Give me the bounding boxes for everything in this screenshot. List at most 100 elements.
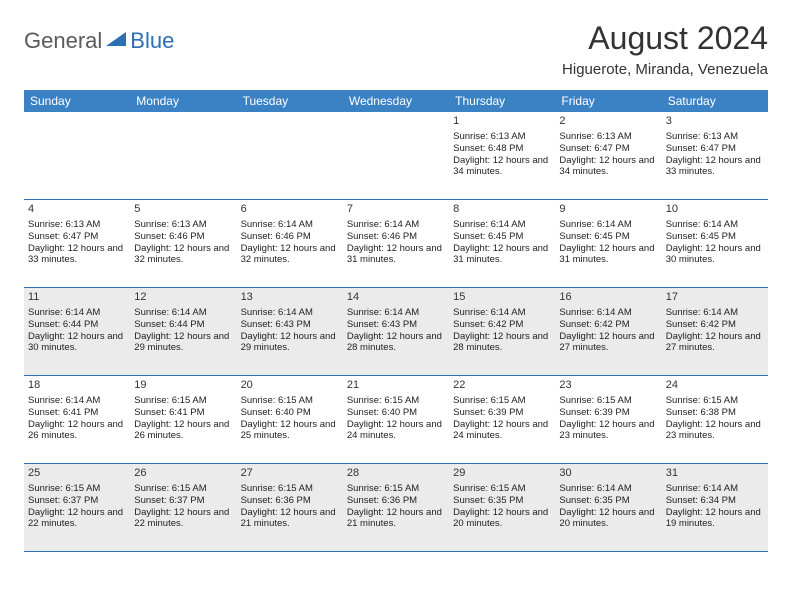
calendar-cell: 18 Sunrise: 6:14 AMSunset: 6:41 PMDayligh… [24,376,130,464]
day-number: 2 [559,115,657,129]
calendar-cell: 3 Sunrise: 6:13 AMSunset: 6:47 PMDaylight… [662,112,768,200]
calendar-cell: 1Sunrise: 6:13 AMSunset: 6:48 PMDaylight… [449,112,555,200]
day-number: 11 [28,291,126,305]
calendar-grid: 1Sunrise: 6:13 AMSunset: 6:48 PMDaylight… [24,112,768,552]
day-info: Sunrise: 6:14 AMSunset: 6:43 PMDaylight:… [241,307,339,355]
calendar-cell: 4 Sunrise: 6:13 AMSunset: 6:47 PMDaylight… [24,200,130,288]
day-number: 5 [134,203,232,217]
calendar-cell: 23Sunrise: 6:15 AMSunset: 6:39 PMDayligh… [555,376,661,464]
day-info: Sunrise: 6:14 AMSunset: 6:45 PMDaylight:… [666,219,764,267]
day-number: 3 [666,115,764,129]
day-info: Sunrise: 6:14 AMSunset: 6:42 PMDaylight:… [453,307,551,355]
calendar-cell: 19 Sunrise: 6:15 AMSunset: 6:41 PMDayligh… [130,376,236,464]
day-number: 27 [241,467,339,481]
day-info: Sunrise: 6:13 AMSunset: 6:47 PMDaylight:… [28,219,126,267]
day-header: Friday [555,90,661,112]
day-info: Sunrise: 6:15 AMSunset: 6:36 PMDaylight:… [241,483,339,531]
calendar-cell: 17Sunrise: 6:14 AMSunset: 6:42 PMDayligh… [662,288,768,376]
calendar-cell: 2 Sunrise: 6:13 AMSunset: 6:47 PMDaylight… [555,112,661,200]
header: General Blue August 2024 Higuerote, Mira… [24,20,768,78]
day-info: Sunrise: 6:14 AMSunset: 6:45 PMDaylight:… [453,219,551,267]
day-number: 21 [347,379,445,393]
day-info: Sunrise: 6:14 AMSunset: 6:41 PMDaylight:… [28,395,126,443]
logo-triangle-icon [106,30,128,53]
calendar-cell: 16 Sunrise: 6:14 AMSunset: 6:42 PMDayligh… [555,288,661,376]
calendar-cell: 29 Sunrise: 6:15 AMSunset: 6:35 PMDayligh… [449,464,555,552]
calendar-cell: 31Sunrise: 6:14 AMSunset: 6:34 PMDayligh… [662,464,768,552]
day-info: Sunrise: 6:14 AMSunset: 6:45 PMDaylight:… [559,219,657,267]
calendar-cell: 26Sunrise: 6:15 AMSunset: 6:37 PMDayligh… [130,464,236,552]
calendar-cell [343,112,449,200]
day-info: Sunrise: 6:15 AMSunset: 6:40 PMDaylight:… [347,395,445,443]
calendar-cell: 11 Sunrise: 6:14 AMSunset: 6:44 PMDayligh… [24,288,130,376]
day-number: 7 [347,203,445,217]
day-number: 19 [134,379,232,393]
calendar-cell: 10 Sunrise: 6:14 AMSunset: 6:45 PMDayligh… [662,200,768,288]
day-info: Sunrise: 6:14 AMSunset: 6:46 PMDaylight:… [347,219,445,267]
calendar-cell: 13Sunrise: 6:14 AMSunset: 6:43 PMDayligh… [237,288,343,376]
day-number: 8 [453,203,551,217]
calendar-cell: 9 Sunrise: 6:14 AMSunset: 6:45 PMDaylight… [555,200,661,288]
calendar-cell: 21 Sunrise: 6:15 AMSunset: 6:40 PMDayligh… [343,376,449,464]
day-number: 16 [559,291,657,305]
day-number: 22 [453,379,551,393]
title-block: August 2024 Higuerote, Miranda, Venezuel… [562,20,768,78]
day-headers-row: SundayMondayTuesdayWednesdayThursdayFrid… [24,90,768,112]
calendar-cell: 5 Sunrise: 6:13 AMSunset: 6:46 PMDaylight… [130,200,236,288]
calendar-cell: 20Sunrise: 6:15 AMSunset: 6:40 PMDayligh… [237,376,343,464]
calendar-cell: 24Sunrise: 6:15 AMSunset: 6:38 PMDayligh… [662,376,768,464]
day-info: Sunrise: 6:14 AMSunset: 6:44 PMDaylight:… [134,307,232,355]
calendar-cell: 8 Sunrise: 6:14 AMSunset: 6:45 PMDaylight… [449,200,555,288]
month-title: August 2024 [562,20,768,57]
day-number: 10 [666,203,764,217]
calendar-cell [237,112,343,200]
calendar-cell: 15 Sunrise: 6:14 AMSunset: 6:42 PMDayligh… [449,288,555,376]
calendar-cell: 28 Sunrise: 6:15 AMSunset: 6:36 PMDayligh… [343,464,449,552]
day-number: 15 [453,291,551,305]
day-info: Sunrise: 6:14 AMSunset: 6:43 PMDaylight:… [347,307,445,355]
day-info: Sunrise: 6:15 AMSunset: 6:41 PMDaylight:… [134,395,232,443]
day-header: Sunday [24,90,130,112]
day-info: Sunrise: 6:14 AMSunset: 6:46 PMDaylight:… [241,219,339,267]
day-number: 20 [241,379,339,393]
calendar-cell [24,112,130,200]
calendar-cell [130,112,236,200]
day-number: 31 [666,467,764,481]
day-info: Sunrise: 6:13 AMSunset: 6:47 PMDaylight:… [559,131,657,179]
day-number: 30 [559,467,657,481]
calendar-document: General Blue August 2024 Higuerote, Mira… [0,0,792,562]
day-info: Sunrise: 6:13 AMSunset: 6:47 PMDaylight:… [666,131,764,179]
calendar-cell: 22Sunrise: 6:15 AMSunset: 6:39 PMDayligh… [449,376,555,464]
calendar-cell: 7 Sunrise: 6:14 AMSunset: 6:46 PMDaylight… [343,200,449,288]
day-number: 6 [241,203,339,217]
day-number: 26 [134,467,232,481]
day-number: 9 [559,203,657,217]
calendar-cell: 30 Sunrise: 6:14 AMSunset: 6:35 PMDayligh… [555,464,661,552]
day-number: 14 [347,291,445,305]
day-number: 18 [28,379,126,393]
day-number: 17 [666,291,764,305]
day-number: 28 [347,467,445,481]
day-number: 25 [28,467,126,481]
day-header: Saturday [662,90,768,112]
day-header: Tuesday [237,90,343,112]
calendar-cell: 27 Sunrise: 6:15 AMSunset: 6:36 PMDayligh… [237,464,343,552]
day-info: Sunrise: 6:15 AMSunset: 6:36 PMDaylight:… [347,483,445,531]
day-info: Sunrise: 6:15 AMSunset: 6:37 PMDaylight:… [28,483,126,531]
day-number: 4 [28,203,126,217]
day-header: Thursday [449,90,555,112]
logo-text-general: General [24,28,102,54]
day-info: Sunrise: 6:14 AMSunset: 6:44 PMDaylight:… [28,307,126,355]
day-number: 29 [453,467,551,481]
day-info: Sunrise: 6:15 AMSunset: 6:35 PMDaylight:… [453,483,551,531]
calendar-cell: 25 Sunrise: 6:15 AMSunset: 6:37 PMDayligh… [24,464,130,552]
day-info: Sunrise: 6:15 AMSunset: 6:39 PMDaylight:… [559,395,657,443]
day-info: Sunrise: 6:15 AMSunset: 6:38 PMDaylight:… [666,395,764,443]
day-info: Sunrise: 6:13 AMSunset: 6:46 PMDaylight:… [134,219,232,267]
logo-text-blue: Blue [130,28,174,54]
day-info: Sunrise: 6:14 AMSunset: 6:42 PMDaylight:… [559,307,657,355]
day-info: Sunrise: 6:13 AMSunset: 6:48 PMDaylight:… [453,131,551,179]
logo: General Blue [24,28,174,54]
day-info: Sunrise: 6:14 AMSunset: 6:35 PMDaylight:… [559,483,657,531]
day-number: 12 [134,291,232,305]
